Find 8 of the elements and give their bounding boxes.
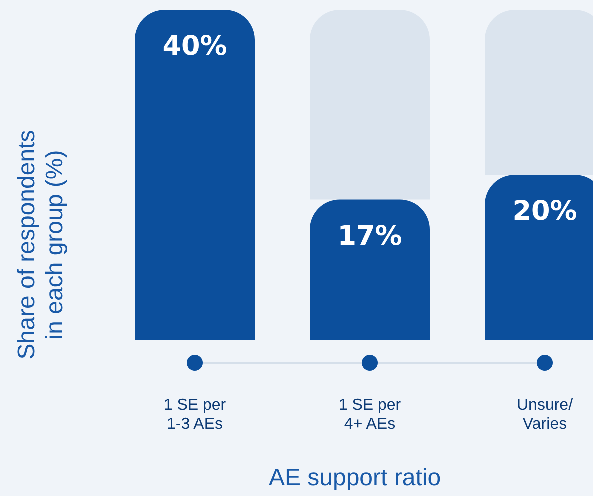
x-tick-label: 1 SE per 1-3 AEs	[164, 397, 227, 434]
data-label: 17%	[338, 220, 402, 252]
data-label: 40%	[162, 31, 228, 62]
x-axis-title: AE support ratio	[268, 464, 442, 492]
x-tick-label: Unsure/ Varies	[516, 397, 574, 434]
x-tick-label: 1 SE per 4+ AEs	[338, 397, 402, 434]
data-label: 20%	[512, 196, 578, 228]
y-axis-title: Share of respondents in each group (%)	[14, 130, 69, 360]
